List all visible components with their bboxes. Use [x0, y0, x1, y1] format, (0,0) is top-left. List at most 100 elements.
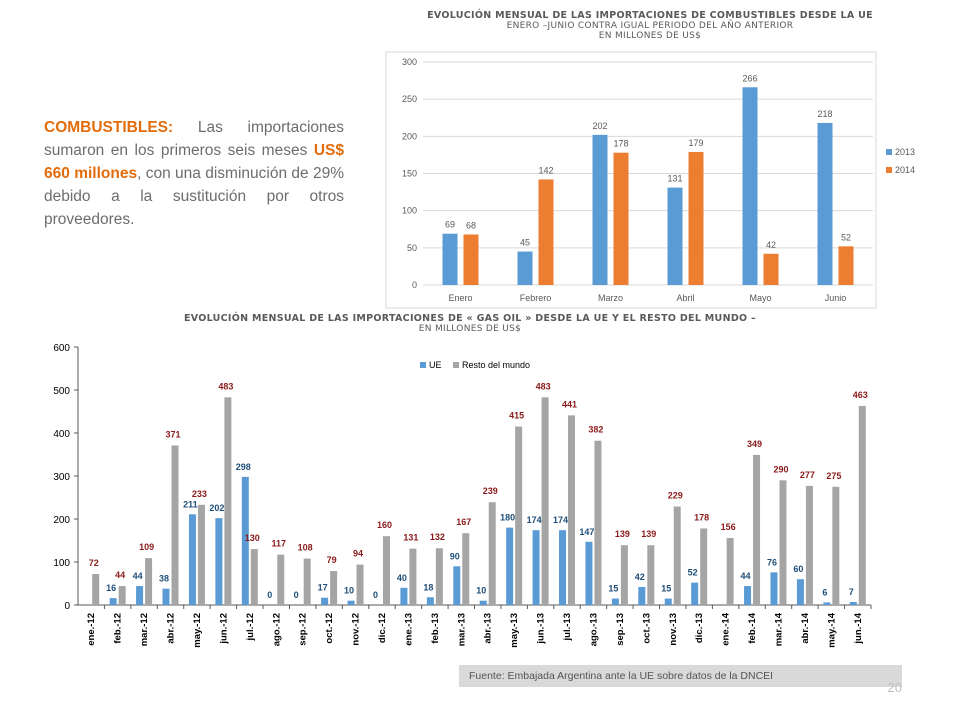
chart2-bar-resto	[118, 586, 126, 605]
chart2-data-label-resto: 156	[721, 522, 736, 532]
chart2-title-block: EVOLUCIÓN MENSUAL DE LAS IMPORTACIONES D…	[100, 313, 840, 334]
chart2-data-label-ue: 0	[373, 590, 378, 600]
chart1-ytick-label: 50	[407, 243, 417, 253]
chart2-data-label-ue: 180	[500, 513, 515, 523]
chart2-legend-label-resto: Resto del mundo	[462, 360, 530, 370]
chart2-data-label-ue: 10	[476, 586, 486, 596]
chart2-bar-ue	[691, 582, 699, 605]
chart1-ytick-label: 0	[412, 280, 417, 290]
chart1-data-label: 69	[445, 220, 455, 230]
chart2-data-label-resto: 72	[89, 558, 99, 568]
chart1-bar-2013	[667, 187, 683, 285]
chart2-bar-resto	[515, 426, 523, 605]
chart2-category-label: jul.-13	[562, 613, 573, 641]
chart2-bar-resto	[858, 405, 866, 605]
chart1-data-label: 218	[817, 109, 832, 119]
chart2-bar-ue	[823, 602, 831, 605]
chart2-data-label-ue: 38	[159, 574, 169, 584]
chart2-data-label-resto: 108	[298, 543, 313, 553]
chart2-bar-resto	[620, 545, 628, 605]
chart2-category-label: may.-13	[509, 613, 520, 648]
chart2-data-label-ue: 174	[553, 515, 568, 525]
chart1-bar-2013	[592, 134, 608, 285]
chart2-bar-ue	[532, 530, 540, 605]
chart2-bar-ue	[109, 598, 117, 605]
chart2-data-label-resto: 130	[245, 533, 260, 543]
chart1-bar-2013	[817, 122, 833, 285]
chart2-bar-resto	[779, 480, 787, 605]
chart2-bar-ue	[506, 527, 514, 605]
chart2-bar-resto	[541, 397, 549, 605]
chart2-data-label-ue: 40	[397, 573, 407, 583]
chart2-bar-ue	[162, 588, 170, 605]
chart2-ytick-label: 600	[53, 343, 70, 354]
chart2-data-label-resto: 131	[403, 533, 418, 543]
chart2-data-label-resto: 94	[353, 549, 363, 559]
chart2-data-label-ue: 18	[423, 582, 433, 592]
chart2-category-label: ene.-14	[721, 612, 732, 645]
chart1-category-label: Marzo	[598, 293, 623, 303]
chart2-ytick-label: 200	[53, 515, 70, 526]
chart2-category-label: dic.-12	[377, 613, 388, 643]
chart2-title: EVOLUCIÓN MENSUAL DE LAS IMPORTACIONES D…	[183, 313, 757, 324]
chart2-ytick-label: 100	[53, 558, 70, 569]
chart2-bar-resto	[435, 548, 443, 605]
chart1-data-label: 179	[688, 138, 703, 148]
chart2-bar-resto	[488, 502, 496, 605]
chart1-ytick-label: 150	[402, 169, 417, 179]
chart2-bar-resto	[673, 506, 681, 605]
chart1-title-block: EVOLUCIÓN MENSUAL DE LAS IMPORTACIONES D…	[380, 10, 920, 41]
chart2-bar-ue	[849, 601, 857, 605]
chart1-category-label: Enero	[448, 293, 472, 303]
chart2-bar-resto	[197, 504, 205, 605]
chart2-data-label-resto: 44	[115, 570, 125, 580]
chart2-bar-resto	[356, 564, 364, 605]
paragraph-highlight: US$ 660 millones	[44, 142, 344, 182]
chart2-category-label: ago.-12	[271, 613, 282, 646]
chart2-bar-resto	[250, 549, 258, 605]
chart2-bar-ue	[241, 476, 249, 605]
chart2-data-label-ue: 0	[267, 590, 272, 600]
chart2-ytick-label: 300	[53, 472, 70, 483]
chart2-category-label: nov.-13	[668, 613, 679, 646]
chart2-bar-resto	[594, 440, 602, 605]
chart1-category-label: Abril	[676, 293, 694, 303]
chart1-bar-2014	[688, 151, 704, 285]
chart1-frame	[385, 51, 877, 309]
chart2-bar-resto	[92, 574, 100, 605]
chart1-data-label: 42	[766, 240, 776, 250]
chart2-gasoil-imports: 010020030040050060072ene.-121644feb.-124…	[53, 343, 872, 648]
chart1-data-label: 45	[520, 238, 530, 248]
chart2-category-label: sep.-12	[298, 613, 309, 646]
chart2-data-label-ue: 7	[849, 587, 854, 597]
chart2-ytick-label: 400	[53, 429, 70, 440]
chart2-category-label: abr.-14	[800, 612, 811, 643]
chart2-bar-ue	[796, 579, 804, 605]
chart2-data-label-ue: 15	[608, 584, 618, 594]
chart2-data-label-resto: 229	[668, 491, 683, 501]
chart2-data-label-ue: 44	[133, 571, 143, 581]
chart2-bar-resto	[726, 537, 734, 605]
chart1-category-label: Junio	[825, 293, 847, 303]
chart2-bar-resto	[145, 558, 153, 605]
chart2-bar-ue	[136, 586, 144, 605]
chart2-bar-resto	[568, 415, 576, 605]
chart2-category-label: mar.-13	[456, 613, 467, 646]
chart2-data-label-resto: 132	[430, 532, 445, 542]
chart2-category-label: jun.-13	[536, 613, 547, 645]
chart2-bar-resto	[647, 545, 655, 605]
chart2-bar-ue	[744, 586, 752, 605]
chart2-subtitle: EN MILLONES DE US$	[418, 324, 522, 334]
chart2-data-label-resto: 233	[192, 489, 207, 499]
chart1-fuel-imports: 0 50 100 150 200 250 300 69 68 Enero 45 142 Febrero 2…	[385, 51, 915, 309]
chart2-data-label-resto: 349	[747, 439, 762, 449]
chart2-data-label-ue: 90	[450, 551, 460, 561]
chart1-data-label: 178	[613, 139, 628, 149]
chart2-data-label-resto: 160	[377, 520, 392, 530]
chart2-data-label-resto: 139	[641, 529, 656, 539]
chart2-bar-ue	[215, 518, 223, 605]
chart1-bar-2014	[463, 234, 479, 285]
source-note: Fuente: Embajada Argentina ante la UE so…	[459, 665, 902, 687]
chart2-data-label-resto: 117	[271, 539, 286, 549]
chart2-bar-resto	[462, 533, 470, 605]
